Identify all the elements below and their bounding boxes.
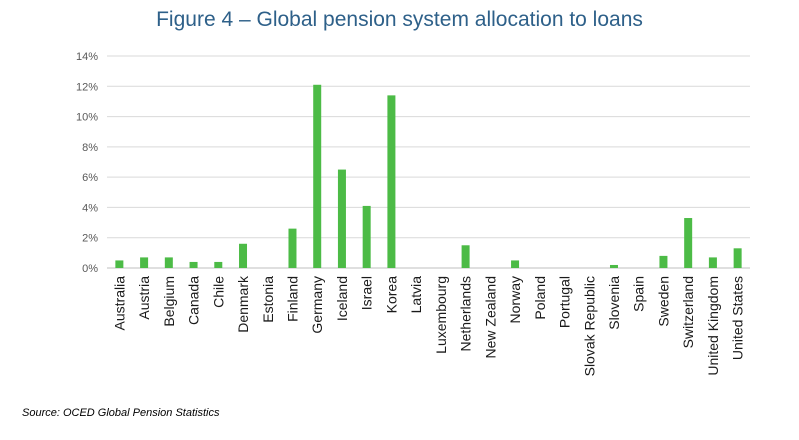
bar [115,260,124,268]
bar [189,261,198,268]
x-tick-label: Finland [284,276,300,322]
bar [337,169,346,268]
y-tick-label: 14% [76,51,98,63]
x-tick-label: Norway [507,276,523,323]
bar [461,245,470,268]
x-tick-label: Germany [309,276,325,334]
bar [313,84,322,269]
x-tick-label: Sweden [655,276,671,327]
y-tick-label: 10% [76,112,98,124]
x-tick-label: Belgium [161,276,177,327]
bar [239,243,248,268]
x-tick-label: Korea [383,276,399,314]
x-tick-label: United States [730,276,746,360]
x-tick-label: Switzerland [680,276,696,348]
x-tick-label: Spain [631,276,647,312]
x-tick-label: Poland [532,276,548,320]
bar [708,257,717,268]
bar [511,260,520,268]
bar [733,248,742,268]
bar [659,255,668,268]
bar [164,257,173,268]
x-tick-label: Slovenia [606,276,622,330]
x-tick-label: Iceland [334,276,350,321]
x-tick-label: Israel [359,276,375,310]
bar [288,228,297,268]
y-tick-label: 6% [82,172,98,184]
x-tick-label: Netherlands [458,276,474,352]
x-tick-label: New Zealand [482,276,498,359]
x-tick-label: Chile [210,276,226,308]
x-tick-label: Portugal [557,276,573,328]
bar [609,264,618,268]
y-tick-label: 8% [82,142,98,154]
bar [140,257,149,268]
x-tick-label: Austria [136,276,152,320]
source-note: Source: OCED Global Pension Statistics [22,407,220,419]
bar [684,218,693,268]
y-tick-label: 12% [76,81,98,93]
y-tick-label: 0% [82,263,98,275]
x-tick-label: Australia [111,276,127,331]
bar [214,261,223,268]
x-tick-label: Denmark [235,275,251,333]
x-tick-label: Canada [186,276,202,325]
bar [362,205,371,268]
x-tick-label: Latvia [408,276,424,314]
x-tick-label: Luxembourg [433,276,449,354]
chart-title: Figure 4 – Global pension system allocat… [156,8,643,31]
bar [387,95,396,268]
y-tick-label: 2% [82,233,98,245]
x-tick-label: United Kingdom [705,276,721,376]
x-tick-label: Slovak Republic [581,276,597,376]
y-tick-label: 4% [82,202,98,214]
x-tick-label: Estonia [260,276,276,323]
